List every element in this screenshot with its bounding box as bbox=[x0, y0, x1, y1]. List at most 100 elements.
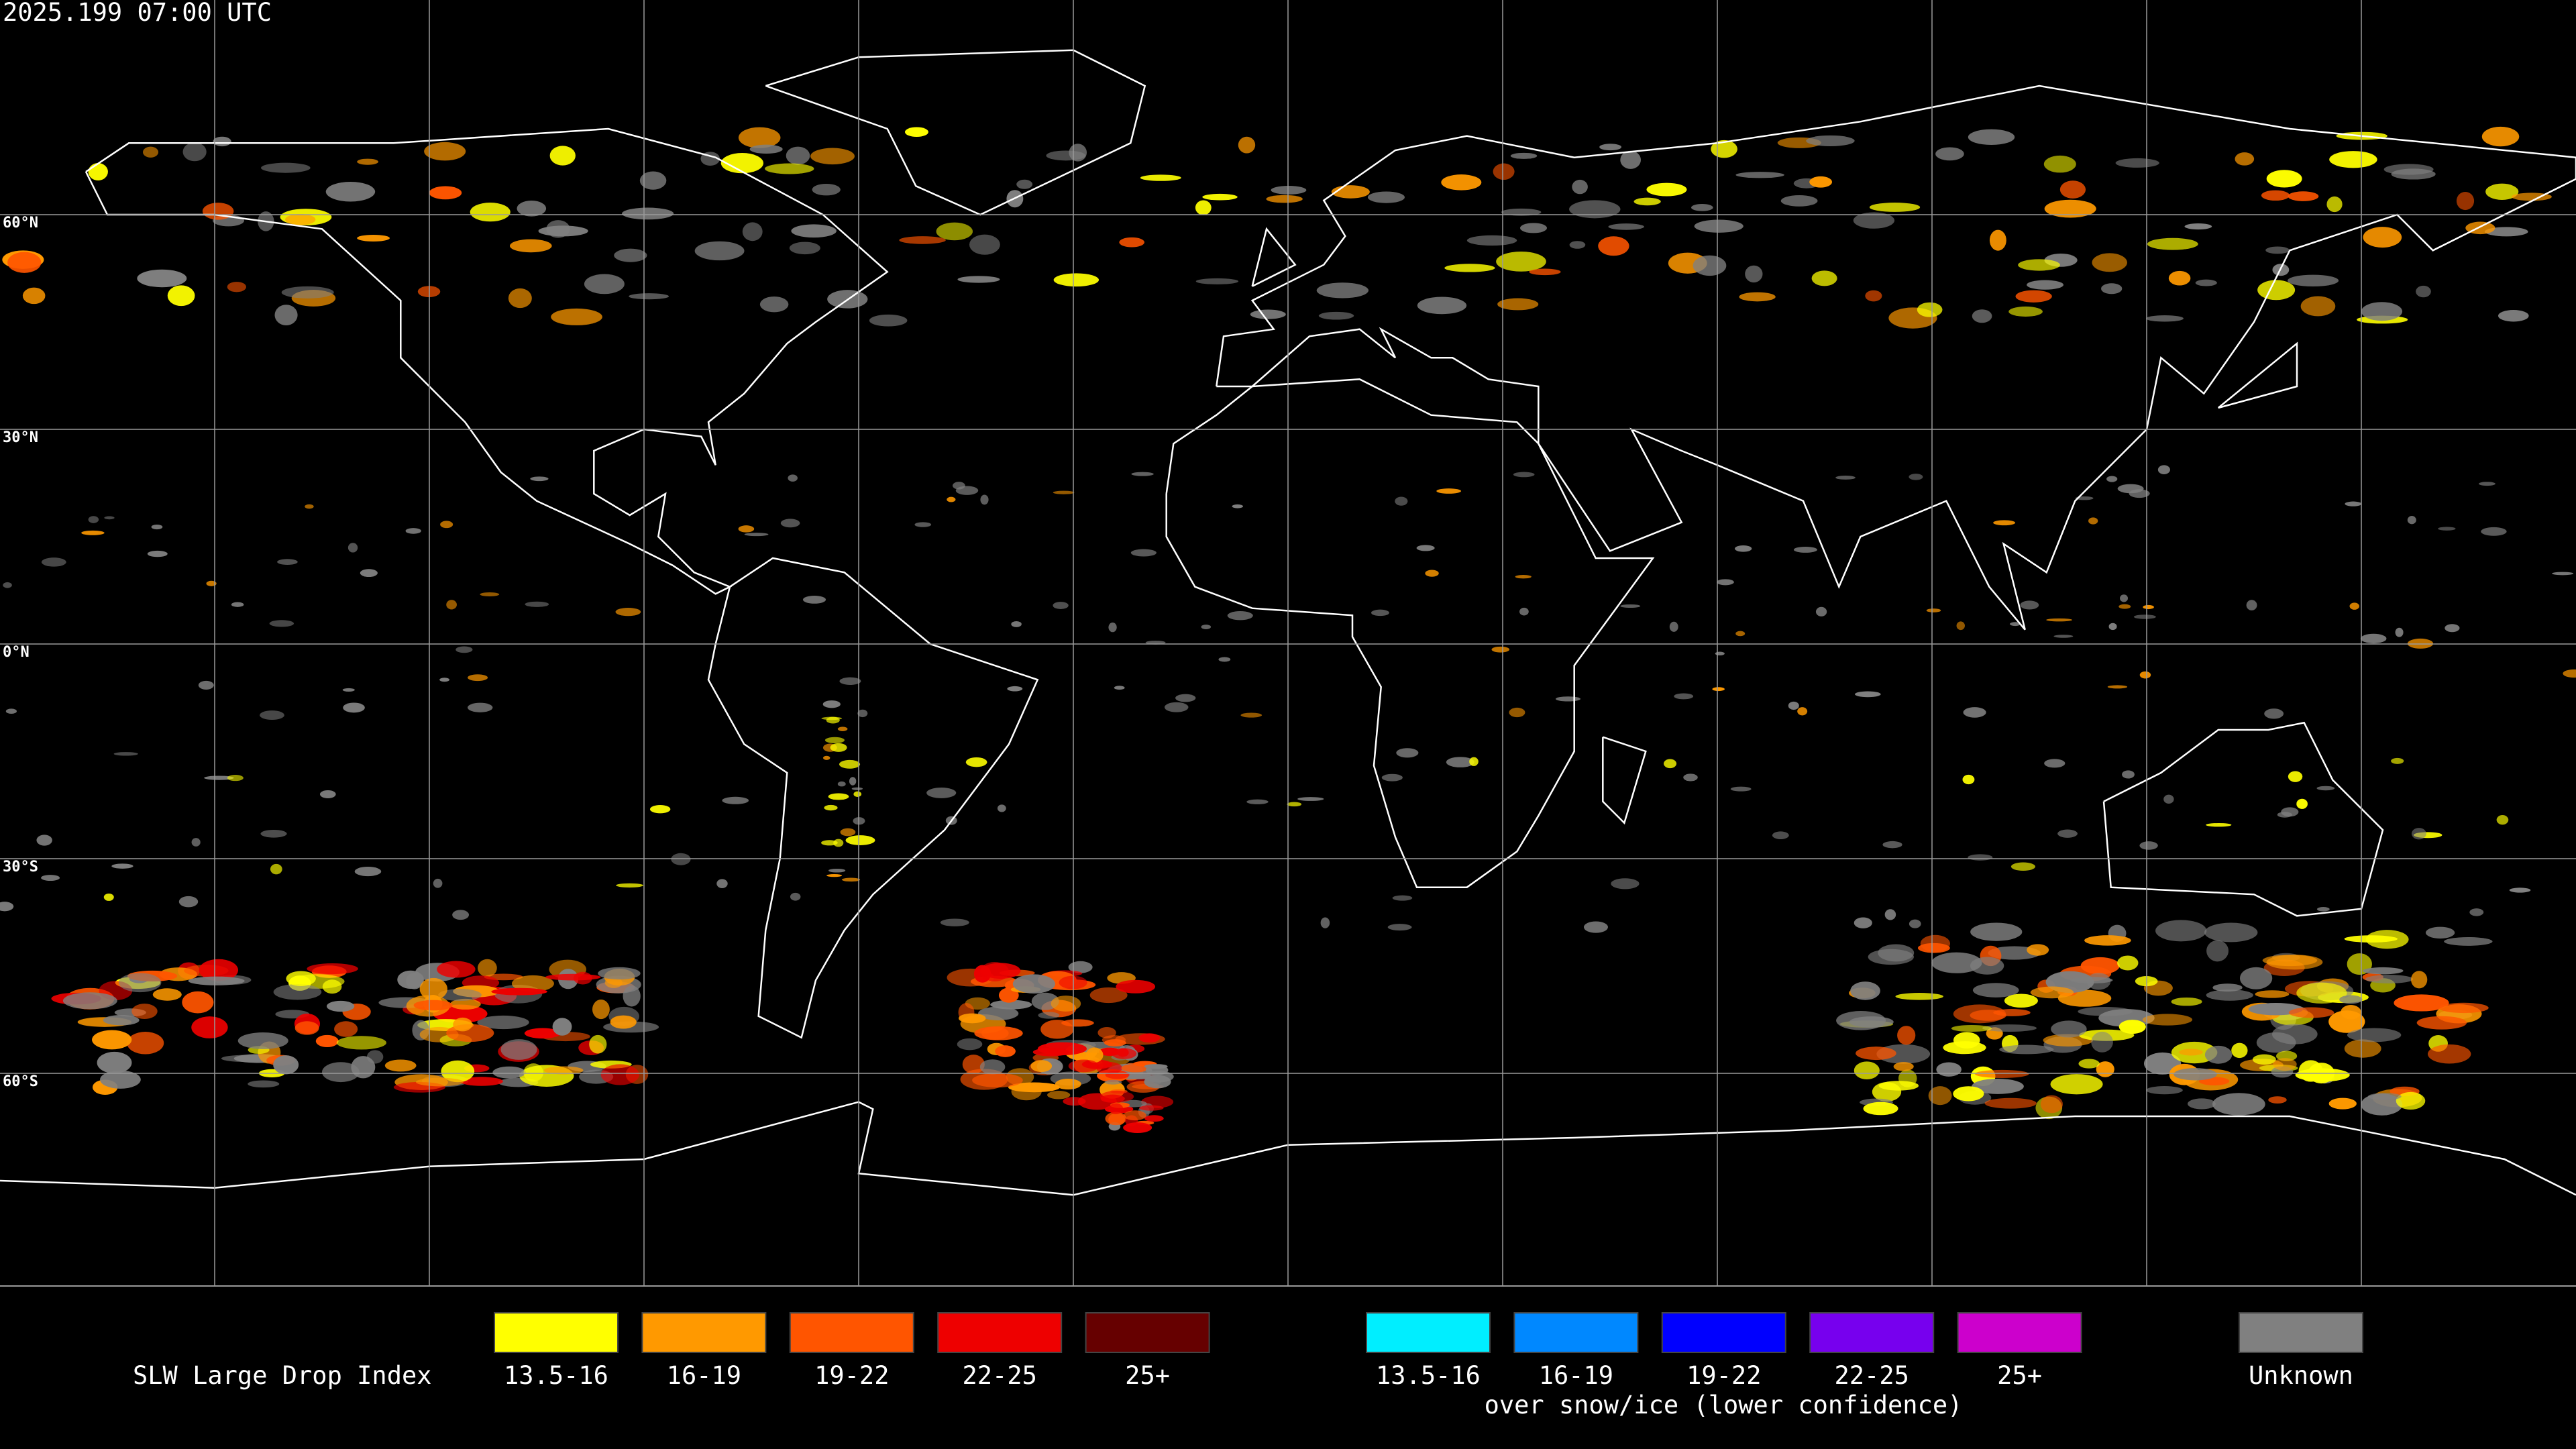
cloud-patch bbox=[2057, 829, 2078, 838]
cloud-patch bbox=[972, 1073, 1023, 1088]
cloud-patch bbox=[965, 757, 987, 767]
cloud-patch bbox=[1519, 223, 1548, 233]
cloud-patch bbox=[2040, 1095, 2063, 1114]
cloud-patch bbox=[2300, 296, 2336, 317]
cloud-patch bbox=[1878, 944, 1915, 962]
cloud-patch bbox=[840, 828, 856, 837]
cloud-patch bbox=[1882, 841, 1902, 849]
cloud-patch bbox=[62, 992, 117, 1010]
cloud-patch bbox=[1246, 799, 1269, 804]
cloud-patch bbox=[552, 1018, 572, 1036]
cloud-patch bbox=[1392, 895, 1413, 901]
cloud-layer bbox=[0, 126, 2576, 1133]
cloud-patch bbox=[2106, 476, 2118, 482]
cloud-patch bbox=[131, 1004, 158, 1019]
cloud-patch bbox=[2015, 290, 2052, 303]
cloud-patch bbox=[2084, 935, 2131, 946]
cloud-patch bbox=[1316, 282, 1369, 299]
cloud-patch bbox=[947, 496, 956, 502]
cloud-patch bbox=[1123, 1110, 1146, 1121]
cloud-patch bbox=[974, 1026, 1023, 1040]
cloud-patch bbox=[2157, 465, 2170, 475]
cloud-patch bbox=[269, 620, 294, 627]
cloud-patch bbox=[274, 305, 298, 325]
cloud-patch bbox=[524, 1028, 561, 1039]
cloud-patch bbox=[384, 1059, 417, 1072]
cloud-patch bbox=[2206, 822, 2232, 827]
cloud-patch bbox=[1953, 1032, 1980, 1049]
cloud-patch bbox=[2407, 516, 2416, 525]
cloud-patch bbox=[41, 557, 66, 567]
cloud-patch bbox=[357, 234, 390, 241]
cloud-patch bbox=[0, 902, 14, 912]
cloud-patch bbox=[1608, 223, 1644, 230]
cloud-patch bbox=[1515, 575, 1532, 579]
cloud-patch bbox=[2142, 1014, 2193, 1026]
cloud-patch bbox=[1854, 917, 1872, 928]
cloud-patch bbox=[213, 136, 231, 147]
cloud-patch bbox=[2438, 1002, 2489, 1014]
cloud-patch bbox=[1444, 264, 1495, 272]
cloud-patch bbox=[530, 476, 549, 482]
cloud-patch bbox=[270, 863, 282, 875]
cloud-patch bbox=[2231, 1042, 2248, 1059]
cloud-patch bbox=[981, 963, 1021, 979]
cloud-patch bbox=[439, 678, 449, 682]
cloud-patch bbox=[2271, 1024, 2318, 1044]
cloud-patch bbox=[853, 791, 862, 798]
cloud-patch bbox=[1119, 237, 1144, 248]
cloud-patch bbox=[1712, 687, 1725, 692]
cloud-patch bbox=[1038, 1012, 1060, 1019]
cloud-patch bbox=[1555, 696, 1581, 702]
cloud-patch bbox=[2349, 602, 2359, 610]
cloud-patch bbox=[2075, 496, 2094, 500]
cloud-patch bbox=[1730, 786, 1752, 792]
legend-label: 19-22 bbox=[814, 1361, 889, 1390]
cloud-patch bbox=[789, 241, 820, 255]
legend-swatch bbox=[1085, 1312, 1210, 1353]
cloud-patch bbox=[2411, 971, 2428, 989]
cloud-patch bbox=[904, 127, 928, 138]
cloud-patch bbox=[857, 709, 868, 718]
cloud-patch bbox=[812, 184, 841, 196]
cloud-patch bbox=[2174, 1068, 2217, 1081]
cloud-patch bbox=[1962, 774, 1975, 785]
cloud-patch bbox=[2288, 1007, 2334, 1018]
cloud-patch bbox=[231, 602, 244, 607]
cloud-patch bbox=[1836, 1010, 1886, 1030]
cloud-patch bbox=[1620, 150, 1642, 169]
cloud-patch bbox=[810, 148, 855, 165]
cloud-patch bbox=[354, 867, 382, 877]
cloud-patch bbox=[305, 504, 314, 509]
cloud-patch bbox=[1926, 608, 1941, 612]
cloud-patch bbox=[1099, 1090, 1134, 1103]
cloud-patch bbox=[1102, 1035, 1126, 1045]
cloud-patch bbox=[1130, 549, 1157, 557]
cloud-patch bbox=[97, 1051, 132, 1074]
cloud-patch bbox=[429, 186, 462, 200]
cloud-patch bbox=[957, 1038, 983, 1051]
cloud-patch bbox=[2288, 191, 2319, 201]
cloud-patch bbox=[1238, 136, 1256, 154]
cloud-patch bbox=[2133, 614, 2156, 619]
cloud-patch bbox=[2044, 199, 2096, 218]
cloud-patch bbox=[2043, 155, 2076, 173]
cloud-patch bbox=[1466, 235, 1517, 246]
cloud-patch bbox=[2092, 253, 2127, 272]
cloud-patch bbox=[2143, 604, 2154, 610]
cloud-patch bbox=[926, 788, 957, 798]
cloud-patch bbox=[1797, 707, 1808, 716]
cloud-patch bbox=[958, 1013, 986, 1024]
legend-label: 16-19 bbox=[667, 1361, 741, 1390]
cloud-patch bbox=[1446, 757, 1474, 767]
cloud-patch bbox=[822, 755, 830, 760]
cloud-patch bbox=[2394, 994, 2449, 1012]
cloud-patch bbox=[1999, 1044, 2054, 1055]
cloud-patch bbox=[616, 883, 643, 888]
cloud-patch bbox=[2456, 191, 2475, 211]
cloud-patch bbox=[2146, 1086, 2183, 1095]
cloud-patch bbox=[1387, 924, 1412, 931]
cloud-patch bbox=[199, 959, 239, 981]
cloud-patch bbox=[2046, 618, 2073, 622]
legend-title: SLW Large Drop Index bbox=[133, 1361, 432, 1390]
